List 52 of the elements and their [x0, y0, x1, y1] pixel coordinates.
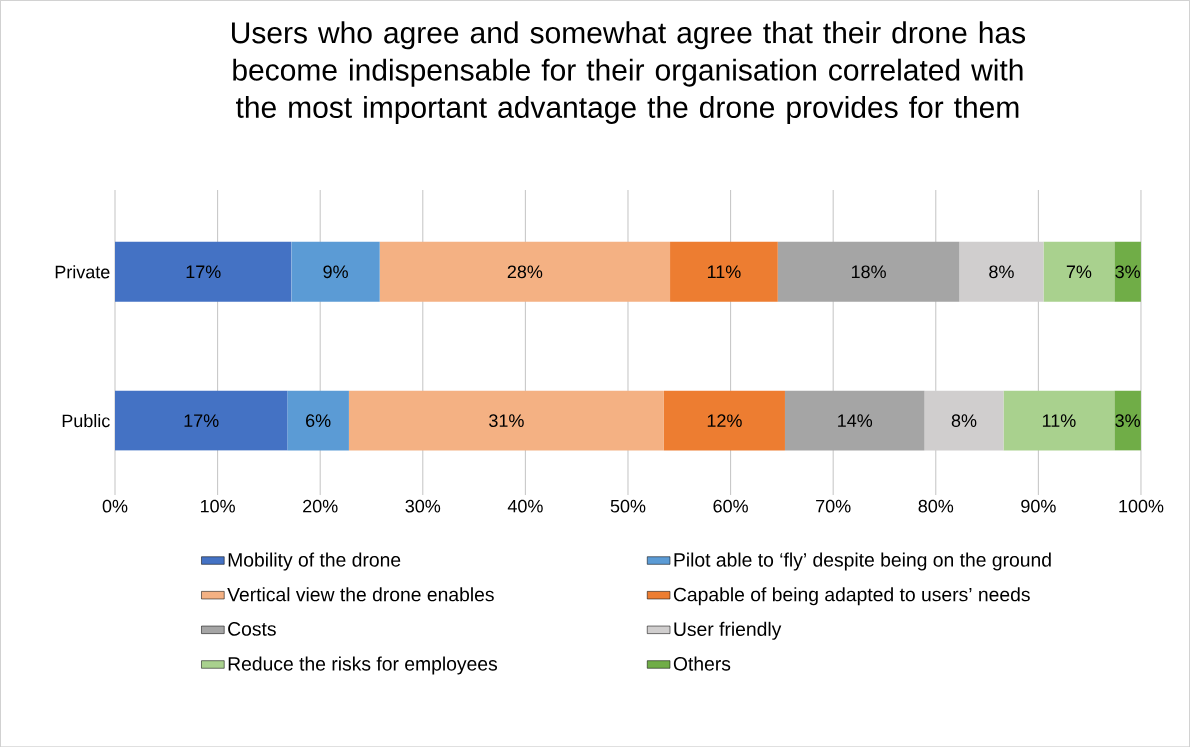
data-label: 8%: [989, 265, 1014, 279]
x-tick-label: 90%: [1021, 499, 1056, 513]
data-label: 6%: [306, 414, 331, 427]
data-label: 3%: [1115, 265, 1140, 279]
x-tick-label: 50%: [610, 499, 646, 513]
x-tick-label: 40%: [507, 499, 543, 513]
data-label: 14%: [838, 414, 873, 427]
bar: [924, 390, 1004, 451]
chart-title: Users who agree and somewhat agree that their drone has become indispensable for their organisation correlated with the most important advantage the drone provides for them: [232, 21, 1026, 124]
x-tick-label: 20%: [303, 499, 338, 513]
x-tick-label: 70%: [816, 499, 851, 513]
bar: [784, 390, 925, 451]
data-label: 28%: [507, 265, 543, 279]
data-label: 7%: [1066, 265, 1092, 278]
legend-label: Others: [673, 656, 731, 671]
legend-label: Costs: [228, 621, 276, 636]
bar: [1003, 390, 1115, 451]
x-tick-label: 60%: [713, 499, 748, 513]
legend-label: Mobility of the drone: [228, 552, 401, 571]
data-label: 18%: [851, 265, 886, 279]
x-tick-label: 30%: [405, 499, 441, 513]
data-label: 8%: [951, 414, 977, 427]
legend-label: Reduce the risks for employees: [228, 656, 498, 675]
bar: [115, 241, 292, 302]
legend-label: User friendly: [674, 621, 782, 640]
data-label: 11%: [707, 265, 741, 278]
data-label: 31%: [489, 414, 524, 427]
x-tick-label: 0%: [102, 499, 128, 513]
bar: [663, 390, 785, 451]
x-tick-label: 100%: [1119, 499, 1164, 513]
x-tick-label: 10%: [200, 499, 235, 513]
data-label: 11%: [1042, 414, 1076, 427]
data-label: 9%: [323, 265, 348, 279]
x-tick-label: 80%: [918, 499, 954, 513]
bar: [348, 390, 664, 451]
y-tick-label: Public: [62, 413, 110, 428]
legend-label: Pilot able to ‘fly’ despite being on the ground: [674, 552, 1051, 571]
bar: [379, 241, 671, 302]
bar: [959, 241, 1044, 302]
bar: [777, 241, 960, 302]
bar: [291, 241, 380, 302]
data-label: 12%: [707, 414, 742, 427]
bar: [1043, 241, 1115, 302]
y-tick-label: Private: [55, 265, 110, 279]
legend-label: Vertical view the drone enables: [227, 587, 494, 602]
data-label: 17%: [186, 265, 221, 278]
data-label: 17%: [184, 414, 219, 427]
data-label: 3%: [1115, 414, 1140, 427]
bar: [670, 241, 778, 302]
bar: [115, 390, 288, 451]
legend-label: Capable of being adapted to users’ needs: [673, 587, 1030, 606]
bar: [287, 390, 349, 451]
